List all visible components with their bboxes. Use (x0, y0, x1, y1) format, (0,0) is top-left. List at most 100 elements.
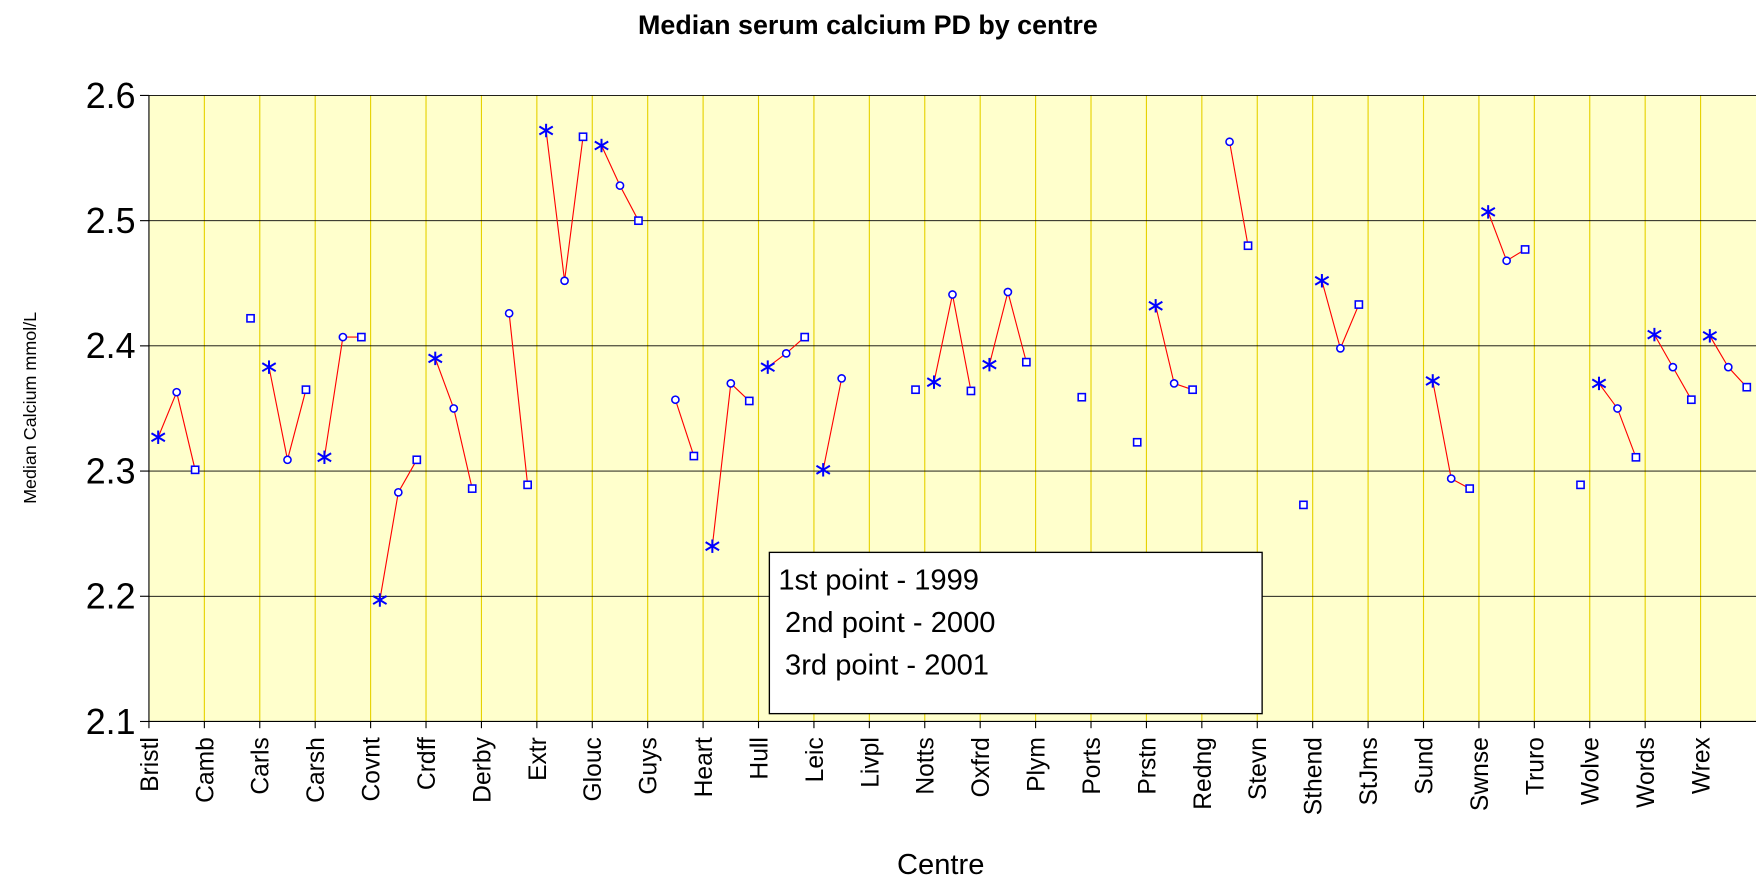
point (393, 487, 403, 497)
point (800, 332, 810, 342)
x-tick-label: Truro (1522, 737, 1549, 795)
point (523, 480, 532, 490)
point-stroke (1425, 376, 1440, 386)
connector-line (1229, 141, 1249, 246)
x-tick-label: Plym (1024, 737, 1051, 792)
x-tick-label: Swnse (1467, 737, 1494, 811)
point (1502, 256, 1511, 266)
point (538, 123, 554, 138)
x-tick-label: Derby (469, 736, 496, 802)
y-tick-label: 2.6 (86, 76, 136, 116)
x-tick-label: Hull (746, 737, 773, 779)
chart-title: Median serum calcium PD by centre (638, 10, 1098, 40)
point (504, 308, 514, 318)
x-tick-label: Livpl (857, 737, 884, 788)
point (172, 387, 182, 397)
point (1299, 500, 1308, 510)
point-stroke (1480, 206, 1496, 217)
point (1336, 343, 1345, 353)
point (190, 465, 200, 475)
point (1148, 299, 1163, 313)
point (412, 455, 422, 465)
point (966, 386, 976, 396)
point-stroke (538, 125, 554, 136)
x-tick-label: Redng (1190, 737, 1217, 810)
y-tick-label: 2.1 (86, 702, 136, 742)
point (982, 357, 997, 372)
point (1021, 357, 1031, 367)
point (1354, 300, 1364, 309)
legend-entry: 3rd point - 2001 (785, 649, 989, 681)
point (1591, 376, 1607, 391)
point (744, 396, 754, 406)
x-tick-label: StJms (1356, 737, 1383, 805)
point-stroke (150, 432, 166, 443)
point (1647, 327, 1662, 342)
point (948, 290, 957, 299)
point-stroke (1702, 330, 1718, 341)
point-stroke (705, 541, 720, 552)
point (1686, 395, 1696, 405)
x-tick-label: Prstn (1134, 737, 1161, 794)
point (815, 463, 831, 477)
point (1243, 241, 1253, 251)
y-tick-label: 2.5 (86, 201, 136, 241)
x-tick-label: Words (1633, 737, 1660, 808)
point (726, 379, 736, 388)
y-tick-label: 2.2 (86, 577, 136, 617)
point-stroke (1591, 378, 1607, 389)
point (261, 360, 277, 374)
point (1077, 392, 1087, 402)
point (634, 216, 643, 226)
point (1520, 245, 1530, 254)
x-tick-label: Leic (802, 737, 829, 782)
point (560, 276, 569, 286)
point (357, 332, 366, 342)
point (301, 385, 311, 395)
x-tick-label: Covnt (359, 737, 386, 801)
point-stroke (261, 362, 277, 373)
point-stroke (428, 353, 443, 364)
point (594, 138, 609, 153)
connector-line (822, 378, 843, 470)
point (1465, 484, 1475, 493)
point (467, 484, 477, 493)
x-tick-label: Ports (1079, 737, 1106, 794)
point (1446, 474, 1456, 483)
point (615, 181, 625, 190)
x-axis-label: Centre (897, 849, 984, 881)
point (1576, 480, 1585, 490)
point (781, 349, 791, 358)
point (911, 385, 920, 395)
x-tick-label: Sthend (1301, 737, 1328, 815)
point (1668, 362, 1678, 372)
point (246, 313, 255, 323)
point (760, 360, 775, 374)
point (372, 593, 388, 607)
x-tick-label: Bristl (137, 737, 164, 792)
point (1169, 379, 1179, 388)
point (1723, 362, 1733, 372)
x-tick-label: Wrex (1689, 736, 1716, 794)
point (926, 375, 942, 389)
x-tick-label: Carsh (303, 737, 330, 803)
point (1225, 137, 1234, 147)
point-stroke (760, 362, 775, 373)
point-stroke (594, 140, 609, 151)
point (1480, 205, 1496, 219)
connector-line (674, 399, 695, 457)
point (578, 132, 588, 142)
point (317, 450, 332, 465)
point (1188, 385, 1197, 395)
point-stroke (1647, 329, 1662, 340)
x-tick-label: Heart (691, 737, 718, 797)
point (449, 404, 459, 413)
point (428, 351, 443, 366)
point (283, 455, 292, 465)
point (1132, 437, 1142, 447)
legend-entry: 2nd point - 2000 (785, 607, 995, 639)
point (1003, 287, 1013, 297)
point-stroke (317, 452, 332, 463)
point (1314, 274, 1330, 288)
